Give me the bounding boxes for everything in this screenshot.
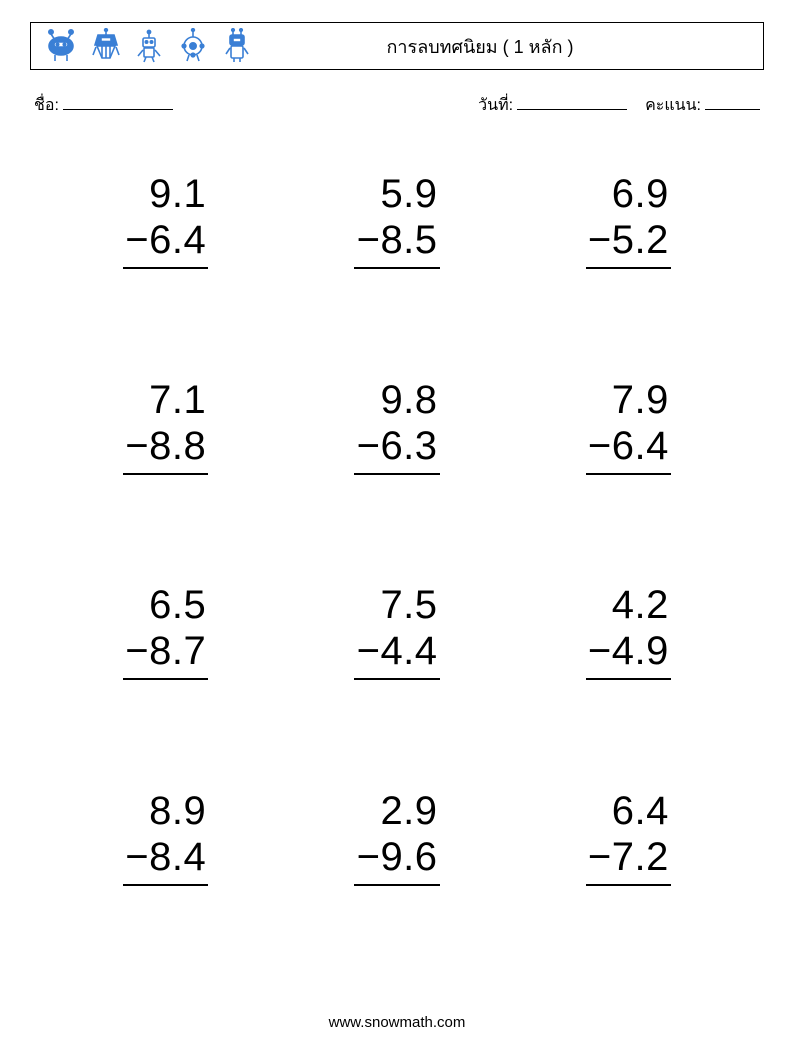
answer-space[interactable] <box>123 475 208 521</box>
subtraction-problem: 9.8−6.3 <box>354 377 439 521</box>
answer-space[interactable] <box>123 886 208 932</box>
robot-icon-5 <box>223 28 251 64</box>
date-blank[interactable] <box>517 92 627 110</box>
answer-space[interactable] <box>354 886 439 932</box>
subtrahend-row: −8.5 <box>354 217 439 269</box>
header-bar: การลบทศนิยม ( 1 หลัก ) <box>30 22 764 70</box>
problem-cell: 7.9−6.4 <box>513 346 744 552</box>
subtrahend-row: −8.4 <box>123 834 208 886</box>
minuend: 5.9 <box>354 171 439 217</box>
answer-space[interactable] <box>354 269 439 315</box>
answer-space[interactable] <box>586 475 671 521</box>
date-field-label: วันที่: <box>478 93 513 118</box>
subtraction-problem: 7.1−8.8 <box>123 377 208 521</box>
subtrahend-row: −5.2 <box>586 217 671 269</box>
answer-space[interactable] <box>586 680 671 726</box>
minuend: 2.9 <box>354 788 439 834</box>
minuend: 4.2 <box>586 582 671 628</box>
minuend: 7.5 <box>354 582 439 628</box>
subtrahend-row: −6.4 <box>123 217 208 269</box>
answer-space[interactable] <box>586 886 671 932</box>
robot-icon-3 <box>135 28 163 64</box>
subtrahend-row: −8.7 <box>123 628 208 680</box>
minuend: 6.9 <box>586 171 671 217</box>
subtrahend-row: −9.6 <box>354 834 439 886</box>
subtrahend-row: −6.4 <box>586 423 671 475</box>
score-blank[interactable] <box>705 92 760 110</box>
minuend: 6.4 <box>586 788 671 834</box>
problem-cell: 7.5−4.4 <box>281 552 512 758</box>
subtraction-problem: 2.9−9.6 <box>354 788 439 932</box>
problem-cell: 7.1−8.8 <box>50 346 281 552</box>
subtrahend-row: −6.3 <box>354 423 439 475</box>
subtraction-problem: 5.9−8.5 <box>354 171 439 315</box>
subtrahend-row: −4.9 <box>586 628 671 680</box>
score-field-label: คะแนน: <box>645 93 701 118</box>
worksheet-title: การลบทศนิยม ( 1 หลัก ) <box>251 32 749 61</box>
answer-space[interactable] <box>123 269 208 315</box>
minuend: 8.9 <box>123 788 208 834</box>
subtraction-problem: 6.9−5.2 <box>586 171 671 315</box>
answer-space[interactable] <box>354 475 439 521</box>
fields-row: ชื่อ: วันที่: คะแนน: <box>34 92 760 118</box>
minuend: 7.1 <box>123 377 208 423</box>
subtraction-problem: 7.5−4.4 <box>354 582 439 726</box>
footer-url: www.snowmath.com <box>0 1014 794 1031</box>
name-blank[interactable] <box>63 92 173 110</box>
problem-cell: 6.4−7.2 <box>513 757 744 963</box>
subtraction-problem: 7.9−6.4 <box>586 377 671 521</box>
robot-icon-1 <box>45 28 77 64</box>
problem-cell: 8.9−8.4 <box>50 757 281 963</box>
subtraction-problem: 4.2−4.9 <box>586 582 671 726</box>
worksheet-page: การลบทศนิยม ( 1 หลัก ) ชื่อ: วันที่: คะแ… <box>0 0 794 1053</box>
minuend: 9.1 <box>123 171 208 217</box>
answer-space[interactable] <box>586 269 671 315</box>
subtraction-problem: 8.9−8.4 <box>123 788 208 932</box>
problem-cell: 6.5−8.7 <box>50 552 281 758</box>
problem-cell: 9.8−6.3 <box>281 346 512 552</box>
answer-space[interactable] <box>123 680 208 726</box>
subtrahend-row: −8.8 <box>123 423 208 475</box>
problems-grid: 9.1−6.45.9−8.56.9−5.27.1−8.89.8−6.37.9−6… <box>50 140 744 963</box>
subtraction-problem: 6.5−8.7 <box>123 582 208 726</box>
name-field-label: ชื่อ: <box>34 93 59 118</box>
problem-cell: 6.9−5.2 <box>513 140 744 346</box>
minuend: 7.9 <box>586 377 671 423</box>
minuend: 9.8 <box>354 377 439 423</box>
robot-icons-row <box>45 28 251 64</box>
problem-cell: 9.1−6.4 <box>50 140 281 346</box>
subtrahend-row: −7.2 <box>586 834 671 886</box>
problem-cell: 5.9−8.5 <box>281 140 512 346</box>
problem-cell: 2.9−9.6 <box>281 757 512 963</box>
problem-cell: 4.2−4.9 <box>513 552 744 758</box>
robot-icon-2 <box>91 28 121 64</box>
answer-space[interactable] <box>354 680 439 726</box>
robot-icon-4 <box>177 28 209 64</box>
subtrahend-row: −4.4 <box>354 628 439 680</box>
minuend: 6.5 <box>123 582 208 628</box>
subtraction-problem: 9.1−6.4 <box>123 171 208 315</box>
subtraction-problem: 6.4−7.2 <box>586 788 671 932</box>
problems-area: 9.1−6.45.9−8.56.9−5.27.1−8.89.8−6.37.9−6… <box>50 140 744 963</box>
